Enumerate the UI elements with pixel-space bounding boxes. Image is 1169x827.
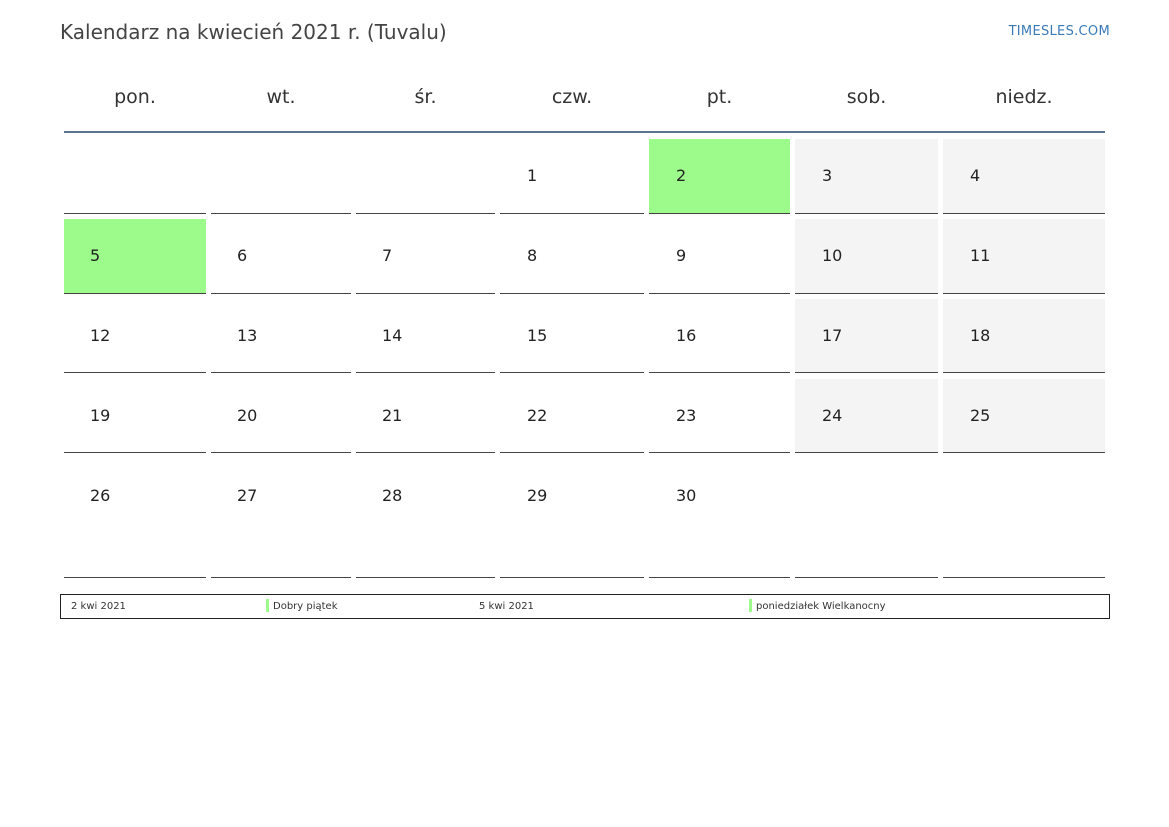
empty-day-cell [64, 139, 206, 214]
legend-date-2: 5 kwi 2021 [479, 601, 534, 612]
day-cell-30[interactable]: 30 [649, 459, 790, 578]
day-number: 20 [237, 406, 258, 425]
day-cell-8[interactable]: 8 [500, 219, 644, 294]
day-number: 18 [970, 326, 991, 345]
empty-day-cell [795, 459, 938, 578]
day-cell-5[interactable]: 5 [64, 219, 206, 294]
day-number: 30 [676, 486, 697, 505]
day-number: 28 [382, 486, 403, 505]
day-number: 23 [676, 406, 697, 425]
weekday-header: czw. [551, 86, 593, 108]
legend-color-marker [266, 599, 269, 612]
day-number: 27 [237, 486, 258, 505]
day-number: 7 [382, 246, 393, 265]
legend-color-marker [749, 599, 752, 612]
legend-name-2: poniedziałek Wielkanocny [749, 599, 886, 612]
weekday-header: pt. [706, 86, 733, 108]
empty-day-cell [211, 139, 351, 214]
day-cell-29[interactable]: 29 [500, 459, 644, 578]
day-cell-18[interactable]: 18 [943, 299, 1105, 373]
weekday-header: niedz. [995, 86, 1053, 108]
day-number: 5 [90, 246, 101, 265]
weekday-header: wt. [266, 86, 296, 108]
day-number: 1 [527, 166, 538, 185]
brand-link[interactable]: TIMESLES.COM [1008, 24, 1110, 39]
day-number: 14 [382, 326, 403, 345]
day-cell-6[interactable]: 6 [211, 219, 351, 294]
day-cell-26[interactable]: 26 [64, 459, 206, 578]
day-cell-28[interactable]: 28 [356, 459, 495, 578]
day-cell-7[interactable]: 7 [356, 219, 495, 294]
legend-name-2-text: poniedziałek Wielkanocny [756, 601, 886, 612]
day-cell-24[interactable]: 24 [795, 379, 938, 453]
day-number: 17 [822, 326, 843, 345]
day-number: 10 [822, 246, 843, 265]
day-number: 6 [237, 246, 248, 265]
day-number: 16 [676, 326, 697, 345]
day-cell-16[interactable]: 16 [649, 299, 790, 373]
day-cell-27[interactable]: 27 [211, 459, 351, 578]
day-cell-11[interactable]: 11 [943, 219, 1105, 294]
day-number: 12 [90, 326, 111, 345]
day-number: 26 [90, 486, 111, 505]
day-number: 8 [527, 246, 538, 265]
day-cell-12[interactable]: 12 [64, 299, 206, 373]
day-cell-13[interactable]: 13 [211, 299, 351, 373]
day-number: 15 [527, 326, 548, 345]
calendar-title: Kalendarz na kwiecień 2021 r. (Tuvalu) [60, 20, 447, 44]
legend-date-1: 2 kwi 2021 [71, 601, 126, 612]
day-cell-4[interactable]: 4 [943, 139, 1105, 214]
day-cell-23[interactable]: 23 [649, 379, 790, 453]
day-number: 22 [527, 406, 548, 425]
day-number: 9 [676, 246, 687, 265]
day-cell-15[interactable]: 15 [500, 299, 644, 373]
day-cell-25[interactable]: 25 [943, 379, 1105, 453]
day-cell-2[interactable]: 2 [649, 139, 790, 214]
day-cell-10[interactable]: 10 [795, 219, 938, 294]
day-number: 29 [527, 486, 548, 505]
day-number: 24 [822, 406, 843, 425]
weekday-header: sob. [846, 86, 887, 108]
empty-day-cell [356, 139, 495, 214]
day-cell-21[interactable]: 21 [356, 379, 495, 453]
day-cell-3[interactable]: 3 [795, 139, 938, 214]
holiday-legend: 2 kwi 2021 Dobry piątek 5 kwi 2021 ponie… [60, 594, 1110, 619]
day-number: 13 [237, 326, 258, 345]
weekday-header: pon. [114, 86, 156, 108]
day-cell-1[interactable]: 1 [500, 139, 644, 214]
day-number: 21 [382, 406, 403, 425]
day-number: 19 [90, 406, 111, 425]
day-number: 3 [822, 166, 833, 185]
header-divider [64, 131, 1105, 133]
legend-name-1: Dobry piątek [266, 599, 338, 612]
day-number: 2 [676, 166, 687, 185]
day-cell-19[interactable]: 19 [64, 379, 206, 453]
day-cell-9[interactable]: 9 [649, 219, 790, 294]
day-cell-14[interactable]: 14 [356, 299, 495, 373]
day-number: 4 [970, 166, 981, 185]
legend-name-1-text: Dobry piątek [273, 601, 338, 612]
empty-day-cell [943, 459, 1105, 578]
weekday-header: śr. [414, 86, 437, 108]
day-number: 11 [970, 246, 991, 265]
day-cell-20[interactable]: 20 [211, 379, 351, 453]
day-cell-17[interactable]: 17 [795, 299, 938, 373]
day-cell-22[interactable]: 22 [500, 379, 644, 453]
day-number: 25 [970, 406, 991, 425]
